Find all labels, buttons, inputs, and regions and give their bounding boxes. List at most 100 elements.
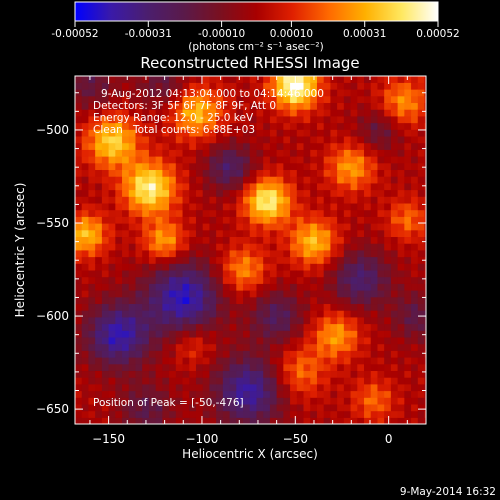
heatmap-cell [236,336,244,345]
heatmap-cell [364,156,372,164]
heatmap-cell [222,350,231,358]
heatmap-cell [316,149,325,157]
heatmap-cell [323,263,332,271]
heatmap-cell [216,95,224,104]
heatmap-cell [343,350,352,358]
heatmap-cell [169,176,177,184]
heatmap-cell [108,102,116,110]
heatmap-cell [269,82,278,90]
heatmap-cell [142,357,150,365]
heatmap-cell [330,196,338,204]
heatmap-cell [229,82,237,90]
heatmap-cell [296,276,305,284]
heatmap-cell [283,162,291,171]
heatmap-cell [175,269,184,278]
heatmap-cell [195,296,204,305]
heatmap-cell [263,189,271,197]
heatmap-cell [263,330,271,338]
heatmap-cell [249,216,258,224]
heatmap-cell [155,115,163,124]
heatmap-cell [404,135,412,144]
heatmap-cell [81,383,90,392]
heatmap-cell [115,156,123,164]
heatmap-cell [343,89,352,97]
heatmap-cell [303,89,311,97]
heatmap-cell [276,95,284,104]
heatmap-cell [229,202,237,211]
heatmap-cell [310,156,318,164]
heatmap-cell [249,263,258,271]
heatmap-cell [357,169,365,177]
heatmap-cell [263,162,271,171]
heatmap-cell [155,336,163,345]
heatmap-cell [182,290,190,298]
heatmap-cell [269,76,278,83]
heatmap-cell [283,82,291,90]
heatmap-cell [81,182,90,191]
heatmap-cell [169,249,177,258]
heatmap-cell [88,397,96,405]
heatmap-cell [108,383,116,392]
heatmap-cell [323,316,332,325]
heatmap-cell [175,370,184,378]
heatmap-cell [249,256,258,264]
heatmap-cell [377,82,385,90]
heatmap-cell [236,363,244,372]
heatmap-cell [269,236,278,244]
heatmap-cell [370,249,379,258]
heatmap-cell [330,202,338,211]
heatmap-cell [169,95,177,104]
heatmap-cell [88,323,96,331]
heatmap-cell [310,269,318,278]
heatmap-cell [243,182,251,191]
heatmap-cell [101,223,110,231]
heatmap-cell [135,303,143,311]
heatmap-cell [108,202,116,211]
heatmap-cell [169,82,177,90]
heatmap-cell [243,296,251,305]
heatmap-cell [108,142,116,150]
heatmap-cell [310,149,318,157]
heatmap-cell [175,176,184,184]
heatmap-cell [390,182,399,191]
heatmap-cell [337,156,345,164]
heatmap-cell [370,182,379,191]
heatmap-cell [290,142,298,150]
heatmap-cell [128,370,137,378]
heatmap-cell [169,357,177,365]
heatmap-cell [263,263,271,271]
heatmap-cell [142,229,150,238]
heatmap-cell [283,95,291,104]
heatmap-cell [243,290,251,298]
heatmap-cell [128,263,137,271]
heatmap-cell [175,410,184,418]
heatmap-cell [202,102,211,110]
heatmap-cell [343,303,352,311]
heatmap-cell [357,209,365,217]
heatmap-cell [202,229,211,238]
heatmap-cell [216,323,224,331]
heatmap-cell [101,350,110,358]
heatmap-cell [135,162,143,171]
heatmap-cell [189,189,197,197]
heatmap-cell [323,169,332,177]
heatmap-cell [101,243,110,251]
heatmap-cell [75,397,83,405]
heatmap-cell [95,290,103,298]
heatmap-cell [364,129,372,137]
heatmap-cell [169,377,177,385]
heatmap-cell [216,357,224,365]
heatmap-cell [397,310,405,318]
heatmap-cell [189,403,197,412]
heatmap-cell [263,323,271,331]
heatmap-cell [95,216,103,224]
heatmap-cell [243,390,251,398]
heatmap-cell [128,316,137,325]
heatmap-cell [417,156,426,164]
heatmap-cell [81,209,90,217]
heatmap-cell [122,303,130,311]
heatmap-cell [108,263,116,271]
heatmap-cell [122,76,130,83]
heatmap-cell [404,397,412,405]
heatmap-cell [337,330,345,338]
